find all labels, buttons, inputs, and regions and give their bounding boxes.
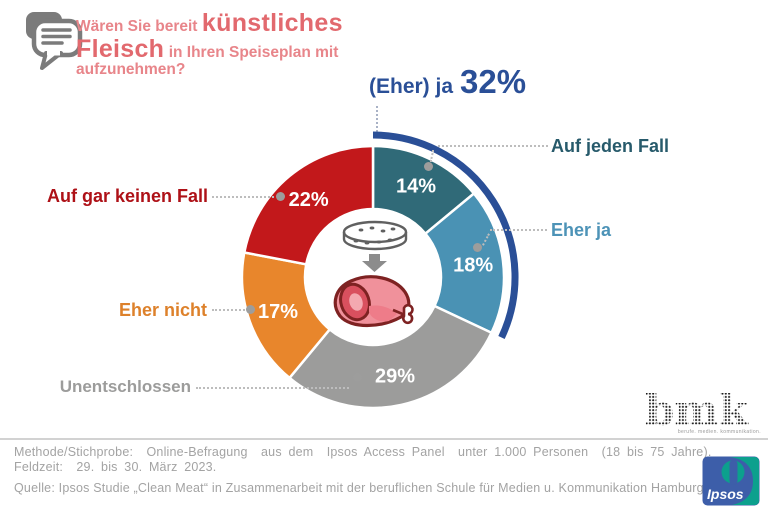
bmk-logo-tagline: berufe. medien. kommunikation.: [678, 429, 761, 435]
chart-center-illustration: [305, 209, 441, 345]
label-auf-jeden-fall: Auf jeden Fall: [551, 136, 670, 156]
marker-dot-auf-jeden-fall: [424, 162, 433, 171]
leader-auf-gar-keinen-fall: [212, 196, 274, 198]
donut-chart: 14% 18% 29% 17% 22%: [240, 131, 519, 410]
segment-value-2: 29%: [375, 366, 415, 388]
title-part: in Ihren Speiseplan mit: [168, 43, 339, 61]
segment-value-1: 18%: [453, 254, 493, 276]
ipsos-logo-text: Ipsos: [707, 486, 744, 502]
title-part: Wären Sie bereit: [76, 18, 198, 35]
title-part: aufzunehmen?: [76, 61, 186, 78]
footer-divider: [0, 438, 768, 440]
footer-method-line: Methode/Stichprobe: Online-Befragung aus…: [14, 445, 712, 459]
segment-value-0: 14%: [396, 176, 436, 198]
label-auf-gar-keinen-fall: Auf gar keinen Fall: [46, 186, 208, 206]
marker-dot-auf-gar-keinen-fall: [276, 192, 285, 201]
segment-value-3: 17%: [258, 301, 298, 323]
bmk-logo: bmk berufe. medien. kommunikation.: [645, 392, 761, 435]
summary-value: 32%: [460, 63, 527, 100]
marker-dot-eher-ja: [473, 243, 482, 252]
summary-headline: (Eher) ja 32%: [369, 63, 526, 101]
marker-dot-eher-nicht: [246, 305, 255, 314]
leader-eher-ja: [490, 229, 547, 231]
label-eher-nicht: Eher nicht: [118, 300, 207, 320]
label-unentschlossen: Unentschlossen: [59, 377, 191, 396]
leader-auf-jeden-fall: [438, 145, 548, 147]
petri-dish-icon: [342, 220, 408, 251]
title-emphasis: Fleisch: [76, 34, 165, 63]
footer-source-line: Quelle: Ipsos Studie „Clean Meat“ in Zus…: [14, 481, 708, 495]
segment-value-4: 22%: [289, 189, 329, 211]
summary-label: (Eher) ja: [369, 75, 454, 98]
label-eher-ja: Eher ja: [551, 220, 612, 240]
ipsos-logo: Ipsos: [702, 456, 760, 506]
down-arrow-icon: [362, 254, 387, 272]
meat-icon: [333, 275, 414, 327]
marker-dot-unentschlossen: [353, 373, 362, 382]
leader-eher-nicht: [212, 309, 245, 311]
speech-bubble-icon: [26, 12, 83, 70]
question-title: Wären Sie bereit künstliches Fleisch in …: [76, 9, 386, 78]
summary-arc: [372, 131, 519, 339]
summary-connector-line: [376, 106, 378, 132]
footer-fieldtime-line: Feldzeit: 29. bis 30. März 2023.: [14, 460, 217, 474]
leader-unentschlossen: [196, 387, 349, 389]
bmk-logo-text: bmk: [645, 392, 749, 435]
title-emphasis: künstliches: [201, 9, 343, 37]
